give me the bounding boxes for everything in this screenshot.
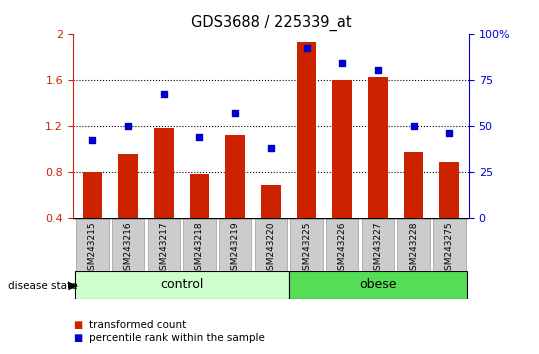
Bar	[362, 218, 394, 271]
Point	[160, 92, 168, 97]
Point	[88, 138, 96, 143]
Bar	[183, 218, 216, 271]
Text: percentile rank within the sample: percentile rank within the sample	[89, 333, 265, 343]
Text: control: control	[160, 279, 203, 291]
Polygon shape	[68, 282, 78, 290]
Text: GSM243227: GSM243227	[374, 222, 382, 276]
Bar	[291, 218, 323, 271]
Bar	[254, 218, 287, 271]
Bar	[148, 218, 180, 271]
Text: obese: obese	[359, 279, 397, 291]
Text: ■: ■	[73, 320, 82, 330]
Text: GSM243217: GSM243217	[160, 222, 168, 276]
Text: GSM243215: GSM243215	[88, 222, 97, 276]
Bar	[82, 172, 102, 218]
Bar	[154, 128, 174, 218]
Bar	[118, 154, 138, 218]
Point	[409, 123, 418, 129]
Text: GSM243275: GSM243275	[445, 222, 454, 276]
Bar	[112, 218, 144, 271]
Text: GSM243226: GSM243226	[338, 222, 347, 276]
Text: GSM243228: GSM243228	[409, 222, 418, 276]
Bar	[326, 218, 358, 271]
Bar	[74, 272, 289, 298]
Bar	[397, 218, 430, 271]
Bar	[433, 218, 466, 271]
Bar	[225, 135, 245, 218]
Point	[124, 123, 133, 129]
Point	[338, 60, 347, 66]
Point	[231, 110, 239, 116]
Bar	[404, 152, 424, 218]
Point	[195, 134, 204, 139]
Bar	[439, 162, 459, 218]
Text: GSM243216: GSM243216	[123, 222, 133, 276]
Bar	[368, 77, 388, 218]
Bar	[333, 80, 352, 218]
Bar	[219, 218, 251, 271]
Text: ■: ■	[73, 333, 82, 343]
Bar	[261, 185, 281, 218]
Text: GSM243220: GSM243220	[266, 222, 275, 276]
Point	[445, 130, 454, 136]
Text: transformed count: transformed count	[89, 320, 186, 330]
Text: GSM243225: GSM243225	[302, 222, 311, 276]
Point	[267, 145, 275, 150]
Bar	[289, 272, 467, 298]
Text: disease state: disease state	[8, 281, 78, 291]
Point	[302, 46, 311, 51]
Bar	[190, 174, 209, 218]
Text: GSM243218: GSM243218	[195, 222, 204, 276]
Point	[374, 68, 382, 73]
Bar	[76, 218, 109, 271]
Text: GSM243219: GSM243219	[231, 222, 240, 276]
Title: GDS3688 / 225339_at: GDS3688 / 225339_at	[190, 15, 351, 31]
Bar	[297, 42, 316, 218]
